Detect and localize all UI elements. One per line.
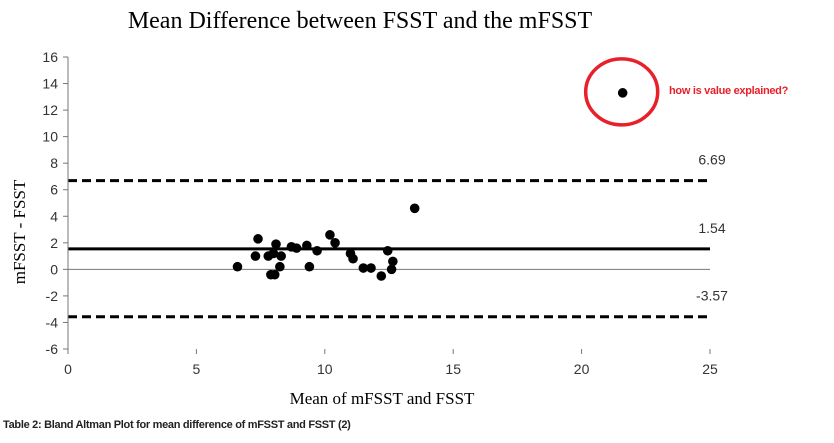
data-point [409, 203, 420, 214]
annotation-text: how is value explained? [669, 85, 789, 97]
x-tick-label: 10 [317, 361, 333, 377]
x-tick-label: 5 [193, 361, 201, 377]
reference-line-label: -3.57 [696, 288, 728, 304]
data-point [376, 271, 387, 281]
reference-line-label: 6.69 [698, 152, 725, 168]
data-point [276, 251, 286, 261]
bland-altman-chart: Mean Difference between FSST and the mFS… [10, 8, 789, 408]
data-point [325, 230, 335, 240]
y-tick-label: 4 [50, 208, 58, 224]
y-tick-label: -6 [46, 341, 59, 357]
chart-title: Mean Difference between FSST and the mFS… [128, 8, 593, 34]
data-points [232, 88, 628, 281]
y-tick-label: 8 [50, 155, 58, 171]
data-point [617, 88, 628, 98]
x-tick-label: 20 [574, 361, 590, 377]
data-point [388, 256, 398, 267]
reference-lines: 6.69 1.54 -3.57 [68, 152, 728, 319]
y-tick-label: 14 [42, 76, 58, 92]
data-point [232, 261, 243, 272]
figure-caption: Table 2: Bland Altman Plot for mean diff… [3, 419, 351, 431]
y-tick-label: -2 [46, 288, 59, 304]
data-point [386, 264, 397, 275]
data-point [382, 245, 393, 256]
x-axis-label: Mean of mFSST and FSST [290, 389, 475, 408]
data-point [358, 263, 369, 273]
data-point [275, 261, 285, 272]
y-axis-label: mFSST - FSST [10, 179, 29, 284]
annotation: how is value explained? [583, 57, 789, 127]
data-point [304, 261, 315, 272]
annotation-circle [583, 57, 660, 127]
data-point [271, 239, 281, 249]
data-point [312, 245, 322, 256]
axes: -6 -4 -2 0 2 4 6 8 10 12 14 16 0 5 10 15 20 25 [42, 49, 718, 377]
y-tick-label: 10 [42, 129, 58, 145]
x-tick-label: 25 [702, 361, 718, 377]
data-point [250, 251, 261, 261]
data-point [330, 238, 340, 248]
data-point [269, 269, 280, 280]
data-point [348, 253, 358, 264]
y-tick-label: 16 [42, 49, 58, 65]
data-point [302, 240, 312, 251]
y-tick-label: -4 [46, 314, 59, 330]
y-tick-label: 12 [42, 102, 58, 118]
y-tick-label: 2 [50, 235, 58, 251]
x-tick-label: 15 [445, 361, 461, 377]
data-point [268, 248, 279, 259]
data-point [366, 263, 376, 273]
x-tick-label: 0 [64, 361, 72, 377]
data-point [253, 234, 263, 244]
reference-line-label: 1.54 [698, 220, 725, 236]
data-point [291, 243, 302, 253]
y-tick-label: 0 [50, 261, 58, 277]
y-tick-label: 6 [50, 182, 58, 198]
